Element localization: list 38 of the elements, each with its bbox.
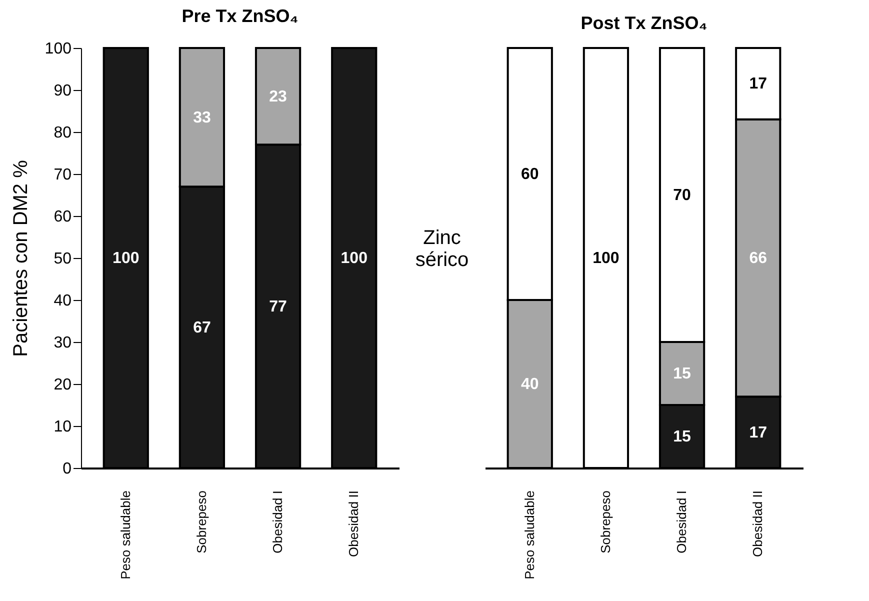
data-label: 70 [673, 187, 692, 204]
data-label: 17 [749, 424, 768, 442]
x-tick-label: Obesidad I [674, 490, 690, 554]
data-label: 15 [673, 428, 692, 446]
x-tick-label: Obesidad II [750, 490, 766, 557]
data-label: 23 [269, 88, 288, 106]
y-tick-label: 80 [54, 124, 72, 142]
data-label: 66 [749, 250, 768, 267]
y-axis-title: Pacientes con DM2 % [10, 160, 32, 357]
data-label: 60 [520, 166, 539, 183]
data-label: 100 [592, 250, 620, 267]
y-tick-label: 40 [54, 292, 72, 310]
x-tick-label: Obesidad I [270, 490, 286, 554]
chart-title: Post Tx ZnSO₄ [580, 13, 708, 33]
data-label: 67 [193, 319, 211, 336]
y-tick-label: 20 [54, 376, 72, 394]
y-tick-label: 10 [54, 418, 72, 436]
y-tick-label: 70 [54, 166, 72, 184]
x-tick-label: Sobrepeso [598, 490, 613, 554]
text: Zinc sérico [415, 227, 469, 271]
data-label: 17 [749, 76, 768, 93]
data-label: 77 [269, 298, 288, 316]
data-label: 15 [673, 366, 692, 382]
x-tick-label: Peso saludable [118, 490, 133, 580]
data-label: 40 [520, 376, 539, 393]
data-label: 100 [112, 250, 140, 267]
data-label: 33 [193, 109, 211, 126]
y-tick-label: 100 [44, 40, 72, 58]
y-tick-label: 50 [54, 250, 72, 268]
y-tick-label: 60 [54, 208, 72, 226]
y-tick-label: 30 [54, 334, 72, 352]
chart-title: Pre Tx ZnSO₄ [182, 6, 298, 26]
y-tick-label: 0 [62, 460, 72, 478]
data-label: 100 [340, 250, 368, 267]
x-tick-label: Obesidad II [346, 490, 362, 557]
x-tick-label: Peso saludable [522, 490, 537, 580]
x-tick-label: Sobrepeso [194, 490, 209, 554]
y-tick-label: 90 [54, 82, 72, 100]
